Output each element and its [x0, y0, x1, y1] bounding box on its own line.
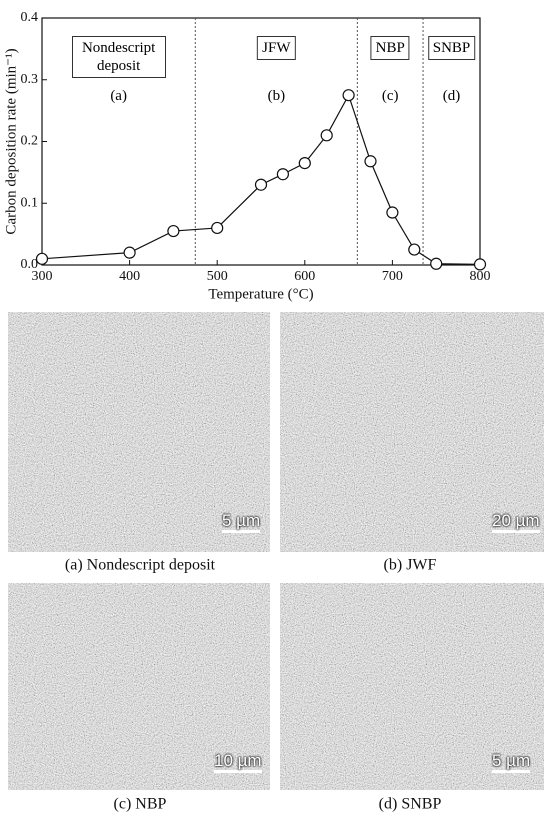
y-tick-label: 0.0 [21, 257, 39, 272]
data-point [124, 247, 135, 258]
caption: (a) Nondescript deposit [65, 557, 216, 574]
x-tick-label: 400 [119, 269, 140, 284]
data-point [256, 179, 267, 190]
caption: (b) JWF [384, 557, 437, 574]
data-point [321, 130, 332, 141]
data-point [343, 90, 354, 101]
data-point [37, 253, 48, 264]
scale-bar: 5 µm [222, 512, 260, 533]
region-label: Nondescript deposit [72, 36, 166, 78]
region-label: NBP [371, 36, 410, 60]
x-tick-label: 500 [207, 269, 228, 284]
x-tick-label: 800 [470, 269, 491, 284]
x-tick-label: 700 [382, 269, 403, 284]
y-tick-label: 0.3 [21, 72, 39, 87]
sem-images [8, 312, 544, 790]
x-axis-label: Temperature (°C) [208, 286, 313, 302]
caption: (c) NBP [114, 796, 167, 813]
data-point [299, 158, 310, 169]
data-point [168, 226, 179, 237]
region-tag: (d) [443, 88, 461, 105]
caption: (d) SNBP [379, 796, 442, 813]
data-point [409, 244, 420, 255]
region-label: SNBP [428, 36, 476, 60]
data-point [212, 222, 223, 233]
region-label: JFW [257, 36, 295, 60]
region-tag: (c) [382, 88, 399, 105]
y-tick-label: 0.1 [21, 195, 39, 210]
page: {"chart_data": {"type": "line", "x_label… [0, 0, 544, 815]
scale-bar: 10 µm [214, 752, 262, 773]
data-point [431, 258, 442, 269]
region-tag: (b) [268, 88, 286, 105]
y-tick-label: 0.4 [21, 10, 39, 25]
scale-bar: 20 µm [492, 512, 540, 533]
data-point [387, 207, 398, 218]
y-tick-label: 0.2 [21, 134, 39, 149]
data-point [475, 259, 486, 270]
y-axis-label: Carbon deposition rate (min⁻¹) [3, 48, 19, 234]
data-point [365, 156, 376, 167]
data-point [277, 169, 288, 180]
scale-bar: 5 µm [492, 752, 530, 773]
figure: (a) Nondescript deposit (b) JWF (c) NBP … [0, 0, 544, 815]
region-tag: (a) [110, 88, 127, 105]
x-tick-label: 600 [294, 269, 315, 284]
